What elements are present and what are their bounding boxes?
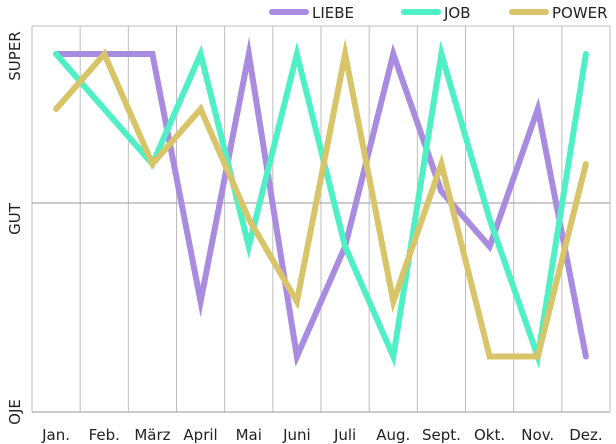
y-tick-label: SUPER bbox=[6, 31, 24, 80]
series-lines bbox=[53, 36, 589, 369]
legend-label-power: POWER bbox=[552, 4, 608, 22]
x-tick-label: April bbox=[183, 426, 217, 444]
series-line-job bbox=[53, 40, 589, 369]
series-line-power bbox=[53, 38, 589, 360]
legend-label-job: JOB bbox=[443, 4, 471, 22]
x-tick-label: Juni bbox=[282, 426, 311, 444]
x-tick-label: Juli bbox=[333, 426, 356, 444]
y-axis-ticks: OJE GUT SUPER bbox=[6, 31, 24, 425]
x-tick-label: Jan. bbox=[41, 426, 70, 444]
x-tick-label: Okt. bbox=[474, 426, 505, 444]
y-tick-label: GUT bbox=[6, 202, 24, 235]
x-tick-label: Feb. bbox=[89, 426, 120, 444]
x-tick-label: Mai bbox=[236, 426, 262, 444]
legend: LIEBE JOB POWER bbox=[269, 4, 608, 22]
legend-label-liebe: LIEBE bbox=[312, 4, 354, 22]
x-tick-label: Aug. bbox=[376, 426, 410, 444]
x-tick-label: Sept. bbox=[422, 426, 461, 444]
x-axis-ticks: Jan. Feb. März April Mai Juni Juli Aug. Sept. Okt… bbox=[41, 426, 602, 444]
series-line-liebe bbox=[53, 36, 589, 368]
y-tick-label: OJE bbox=[6, 399, 24, 425]
x-tick-label: Dez. bbox=[569, 426, 602, 444]
x-tick-label: Nov. bbox=[521, 426, 554, 444]
x-tick-label: März bbox=[134, 426, 170, 444]
